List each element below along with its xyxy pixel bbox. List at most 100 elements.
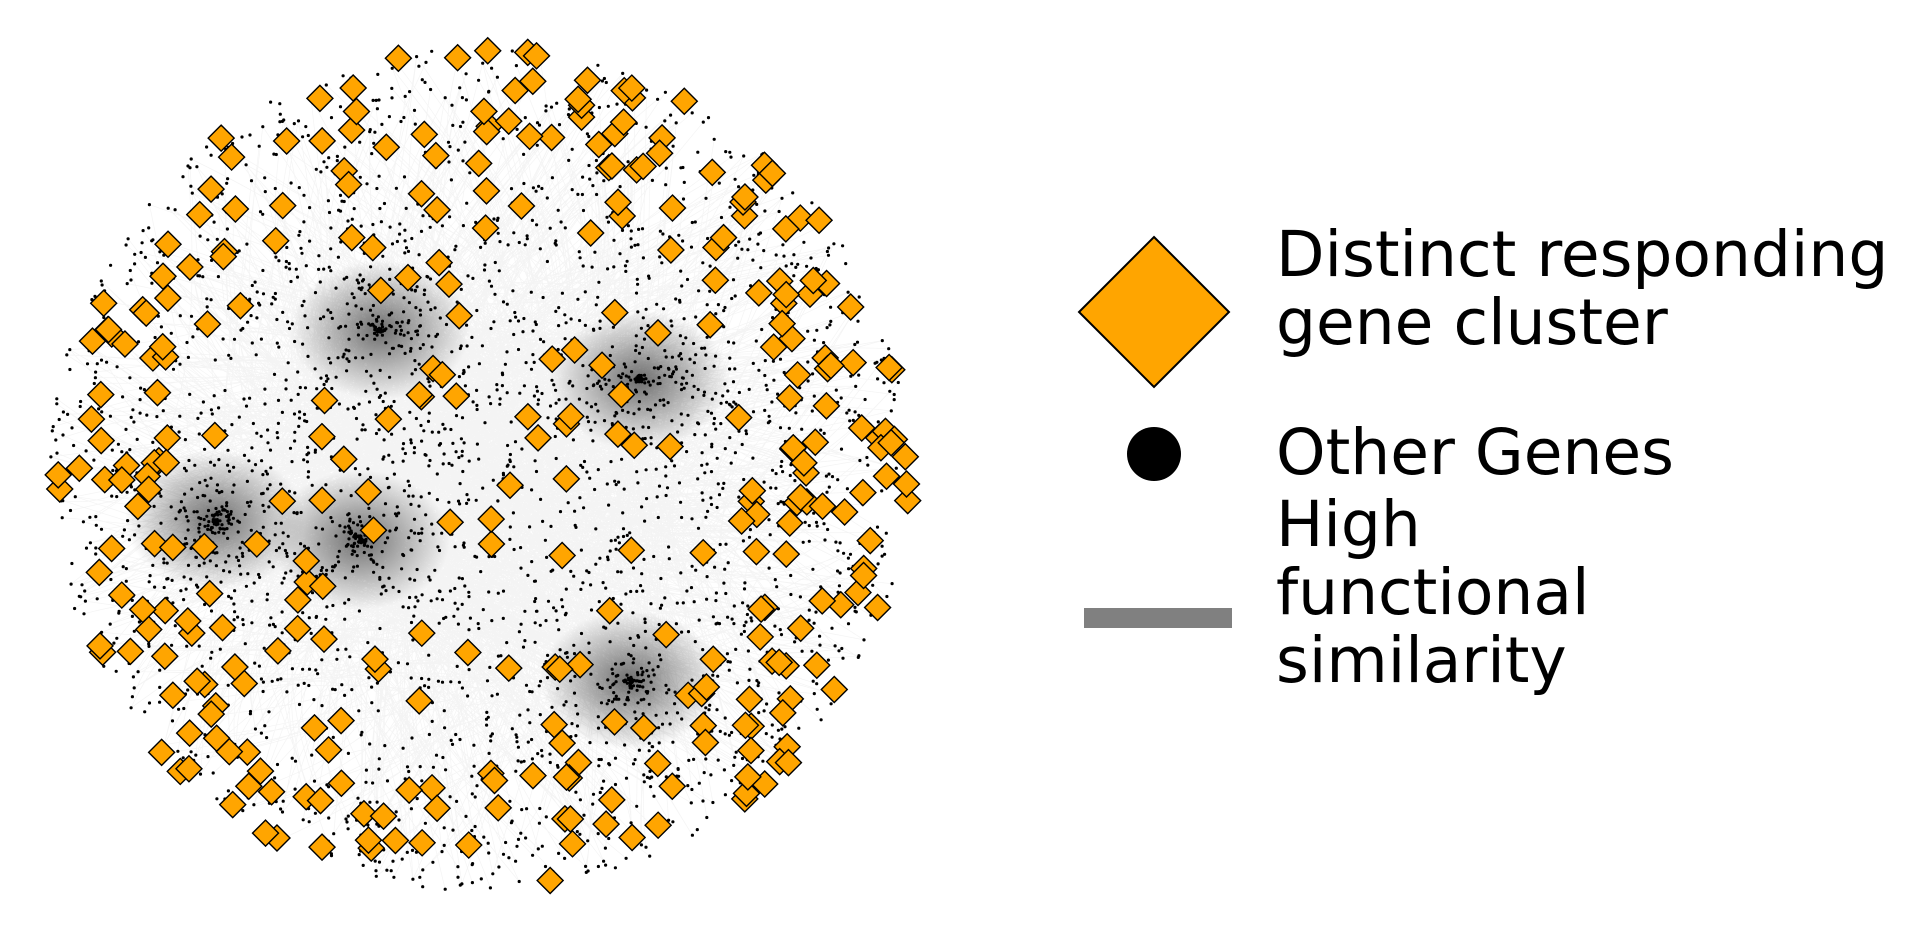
cluster-node <box>310 625 338 654</box>
cluster-node <box>208 613 237 642</box>
cluster-node <box>629 713 658 742</box>
cluster-node <box>607 380 636 409</box>
cluster-node <box>537 123 566 152</box>
cluster-node <box>329 445 358 474</box>
cluster-node <box>151 596 180 625</box>
cluster-node <box>518 761 547 790</box>
cluster-node <box>783 360 812 389</box>
cluster-node <box>477 505 506 534</box>
cluster-node <box>588 351 617 380</box>
cluster-node <box>453 638 482 667</box>
cluster-node <box>428 360 457 389</box>
cluster-node <box>308 126 337 155</box>
cluster-node <box>515 122 544 151</box>
cluster-node <box>496 471 525 500</box>
cluster-node <box>148 332 177 361</box>
cluster-node <box>836 292 865 321</box>
cluster-node <box>339 73 368 102</box>
cluster-node <box>425 248 454 277</box>
cluster-node <box>691 728 720 757</box>
cluster-node <box>597 151 626 180</box>
cluster-node <box>78 327 107 356</box>
cluster-node <box>758 159 787 188</box>
cluster-node <box>658 194 687 223</box>
cluster-node <box>221 194 250 223</box>
cluster-node <box>220 653 249 682</box>
cluster-node <box>360 645 389 674</box>
cluster-node <box>786 483 815 512</box>
cluster-node <box>698 158 727 187</box>
cluster-node <box>65 454 94 483</box>
cluster-node <box>893 486 922 515</box>
cluster-node <box>197 700 226 729</box>
cluster-node <box>154 230 183 259</box>
cluster-node <box>143 378 172 407</box>
cluster-node <box>744 278 773 307</box>
cluster-node <box>494 654 523 683</box>
cluster-node <box>272 126 301 155</box>
cluster-node <box>872 462 901 491</box>
cluster-node <box>656 236 685 264</box>
cluster-node <box>771 214 800 243</box>
cluster-node <box>801 428 830 457</box>
cluster-node <box>699 645 728 674</box>
cluster-node <box>576 218 605 247</box>
cluster-node <box>306 786 335 815</box>
cluster-node <box>600 298 629 327</box>
cluster-node <box>772 280 801 309</box>
cluster-node <box>242 529 271 558</box>
cluster-node <box>107 465 136 494</box>
cluster-node <box>808 586 837 615</box>
cluster-node <box>564 85 593 114</box>
cluster-node <box>195 579 224 608</box>
cluster-node <box>116 637 145 666</box>
cluster-node <box>202 724 231 753</box>
cluster-node <box>600 707 629 736</box>
cluster-node <box>342 97 371 126</box>
cluster-node <box>405 686 434 715</box>
responding-cluster-nodes <box>44 36 922 895</box>
cluster-node <box>314 735 343 764</box>
cluster-node <box>234 772 263 801</box>
cluster-node <box>724 403 753 432</box>
cluster-node <box>839 348 868 377</box>
cluster-node <box>283 585 312 614</box>
cluster-node <box>848 478 877 507</box>
cluster-node <box>709 223 738 252</box>
cluster-node <box>830 498 859 527</box>
cluster-node <box>566 650 595 679</box>
cluster-node <box>140 529 169 558</box>
cluster-node <box>892 469 921 498</box>
cluster-node <box>372 133 401 162</box>
cluster-node <box>175 719 204 748</box>
cluster-node <box>359 516 388 545</box>
cluster-node <box>742 537 771 566</box>
cluster-node <box>435 270 463 299</box>
cluster-node <box>652 620 681 649</box>
cluster-node <box>775 384 804 413</box>
cluster-node <box>656 432 685 461</box>
legend-label-cluster-line1: Distinct responding <box>1276 218 1889 291</box>
cluster-node <box>89 289 118 318</box>
cluster-node <box>847 413 876 442</box>
cluster-node <box>261 226 290 255</box>
cluster-node <box>689 538 718 567</box>
cluster-node <box>644 318 673 347</box>
cluster-node <box>480 766 509 795</box>
cluster-node <box>617 74 646 103</box>
cluster-node <box>134 475 163 504</box>
cluster-node <box>507 192 536 220</box>
cluster-node <box>193 310 222 339</box>
cluster-node <box>603 420 632 449</box>
cluster-node <box>856 526 885 555</box>
cluster-node <box>423 794 452 823</box>
cluster-node <box>604 188 633 217</box>
cluster-node <box>494 107 523 136</box>
cluster-node <box>268 191 297 220</box>
legend-circle-icon <box>1127 427 1181 481</box>
cluster-node <box>337 223 366 252</box>
cluster-node <box>573 66 602 95</box>
cluster-node <box>548 541 577 570</box>
cluster-node <box>354 826 383 855</box>
cluster-node <box>464 149 493 178</box>
